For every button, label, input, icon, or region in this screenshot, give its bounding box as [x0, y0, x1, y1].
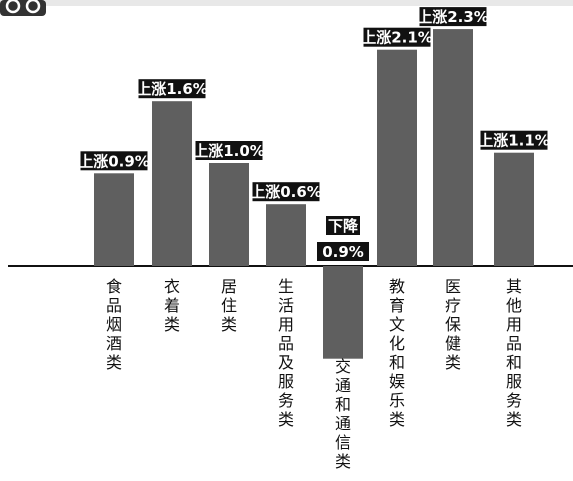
- category-label: 教育文化和娱乐类: [389, 277, 405, 429]
- data-label: 上涨1.0%: [193, 141, 265, 160]
- svg-text:0.9%: 0.9%: [322, 243, 364, 261]
- bar: [377, 49, 417, 267]
- category-label: 衣着类: [164, 277, 180, 334]
- svg-text:上涨1.0%: 上涨1.0%: [193, 142, 265, 160]
- category-label: 其他用品和服务类: [506, 277, 522, 429]
- svg-text:上涨1.1%: 上涨1.1%: [478, 132, 550, 150]
- bar: [266, 204, 306, 266]
- bar: [433, 29, 473, 266]
- category-label: 食品烟酒类: [106, 277, 122, 372]
- svg-text:上涨1.6%: 上涨1.6%: [136, 80, 208, 98]
- svg-text:上涨2.3%: 上涨2.3%: [417, 8, 489, 26]
- data-labels-group: 上涨0.9% 上涨1.6% 上涨1.0% 上涨0.6% 下降 0.9% 上涨2.1% 上涨2.…: [78, 7, 550, 261]
- bar: [94, 173, 134, 266]
- data-label: 上涨2.1%: [361, 27, 433, 47]
- data-label: 下降 0.9%: [317, 216, 369, 261]
- bar: [152, 101, 192, 266]
- header-strip: [0, 0, 573, 6]
- bar: [209, 163, 249, 266]
- svg-text:上涨0.6%: 上涨0.6%: [250, 183, 322, 201]
- category-label: 生活用品及服务类: [278, 277, 294, 429]
- svg-text:上涨2.1%: 上涨2.1%: [361, 29, 433, 47]
- bars-group: [94, 29, 534, 359]
- data-label: 上涨1.1%: [478, 130, 550, 150]
- svg-text:下降: 下降: [328, 217, 359, 235]
- category-label: 居住类: [221, 277, 237, 334]
- glasses-icon: [0, 0, 46, 16]
- data-label: 上涨0.9%: [78, 151, 150, 171]
- bar: [494, 152, 534, 266]
- data-label: 上涨0.6%: [250, 182, 322, 202]
- data-label: 上涨1.6%: [136, 79, 208, 99]
- bar: [323, 266, 363, 359]
- category-label: 交通和通信类: [335, 357, 351, 471]
- svg-text:上涨0.9%: 上涨0.9%: [78, 152, 150, 170]
- category-label: 医疗保健类: [445, 277, 461, 372]
- data-label: 上涨2.3%: [417, 7, 489, 26]
